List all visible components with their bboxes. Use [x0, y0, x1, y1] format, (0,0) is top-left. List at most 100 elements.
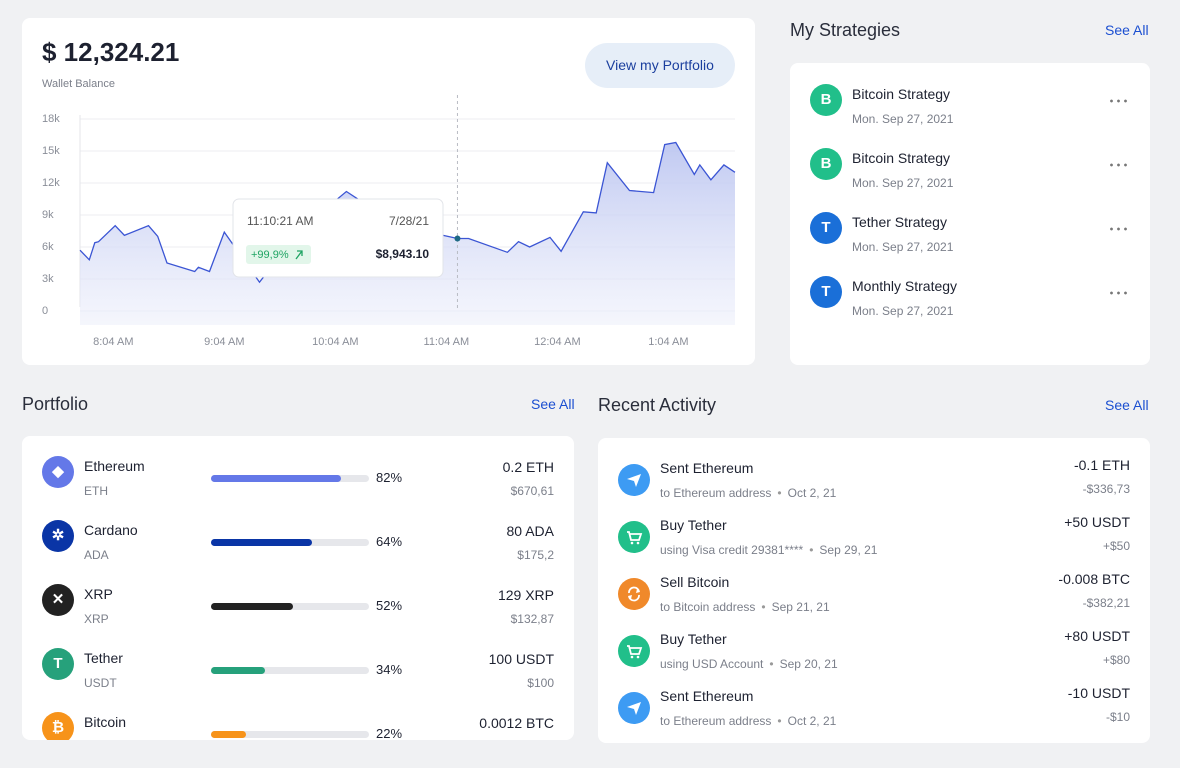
activity-fiat: -$10 — [1105, 710, 1130, 724]
y-tick-label: 15k — [42, 145, 60, 157]
activity-title: Buy Tether — [660, 631, 727, 647]
coin-icon: ✕ — [42, 584, 74, 616]
more-menu[interactable] — [1108, 290, 1128, 296]
activity-fiat: +$50 — [1102, 539, 1130, 553]
see-all-link[interactable]: See All — [531, 396, 575, 412]
coin-symbol: ETH — [84, 484, 108, 498]
view-portfolio-button[interactable]: View my Portfolio — [585, 43, 735, 88]
line — [79, 141, 736, 284]
x-tick-label: 12:04 AM — [534, 336, 580, 348]
activity-icon — [618, 464, 650, 496]
activity-detail: to Ethereum addressOct 2, 21 — [660, 712, 836, 730]
arrow-icon — [295, 250, 303, 260]
strategy-name: Tether Strategy — [852, 214, 947, 230]
highlight-point — [454, 235, 461, 242]
activity-date: Sep 29, 21 — [803, 543, 877, 557]
coin-amount: 80 ADA — [506, 523, 554, 539]
activity-amount: -0.1 ETH — [1073, 457, 1130, 473]
y-tick-label: 9k — [42, 209, 54, 221]
coin-fiat: $175,2 — [517, 548, 554, 562]
percent-label: 82% — [376, 470, 403, 485]
coin-amount: 100 USDT — [488, 651, 554, 667]
activity-icon — [618, 635, 650, 667]
more-menu[interactable] — [1108, 162, 1128, 168]
coin-name: Tether — [84, 650, 123, 666]
activity-title: Buy Tether — [660, 517, 727, 533]
strategy-icon: T — [810, 276, 842, 308]
percent-label: 52% — [376, 598, 403, 613]
progress-bar — [211, 539, 313, 546]
activity-amount: -10 USDT — [1067, 685, 1130, 701]
activity-fiat: -$336,73 — [1082, 482, 1130, 496]
activity-amount: +50 USDT — [1064, 514, 1130, 530]
coin-symbol: XRP — [84, 612, 109, 626]
x-tick-label: 1:04 AM — [648, 336, 688, 348]
coin-icon: ✲ — [42, 520, 74, 552]
activity-title: Sent Ethereum — [660, 688, 754, 704]
section-title: Recent Activity — [598, 395, 717, 415]
see-all-link[interactable]: See All — [1105, 22, 1149, 38]
progress-bar — [211, 667, 265, 674]
change-badge — [246, 245, 311, 264]
tooltip-box — [232, 198, 444, 278]
coin-name: Bitcoin — [84, 714, 127, 730]
strategy-name: Bitcoin Strategy — [852, 86, 951, 102]
activity-detail: to Ethereum addressOct 2, 21 — [660, 484, 836, 502]
strategy-date: Mon. Sep 27, 2021 — [852, 112, 954, 126]
more-menu[interactable] — [1108, 98, 1128, 104]
activity-amount: +80 USDT — [1064, 628, 1130, 644]
activity-date: Oct 2, 21 — [771, 714, 836, 728]
see-all-link[interactable]: See All — [1105, 397, 1149, 413]
wallet-balance: $ 12,324.21 — [42, 37, 180, 67]
strategies-card: B Bitcoin Strategy Mon. Sep 27, 2021 B Bitco… — [790, 63, 1150, 365]
activity-date: Oct 2, 21 — [771, 486, 836, 500]
coin-amount: 0.2 ETH — [502, 459, 554, 475]
activity-date: Sep 21, 21 — [755, 600, 829, 614]
tooltip-date: 7/28/21 — [389, 214, 429, 228]
strategy-icon: B — [810, 148, 842, 180]
activity-detail: using USD AccountSep 20, 21 — [660, 655, 838, 673]
tooltip-amount: $8,943.10 — [376, 247, 430, 261]
activity-icon — [618, 692, 650, 724]
activity-detail: using Visa credit 29381****Sep 29, 21 — [660, 541, 877, 559]
activity-amount: -0.008 BTC — [1058, 571, 1130, 587]
activity-detail-text: to Bitcoin address — [660, 600, 756, 614]
coin-amount: 0.0012 BTC — [479, 715, 554, 731]
coin-icon: ₿ — [42, 712, 74, 740]
strategy-date: Mon. Sep 27, 2021 — [852, 304, 954, 318]
activity-detail-text: to Ethereum address — [660, 486, 772, 500]
percent-label: 22% — [376, 726, 403, 740]
coin-icon: ◆ — [42, 456, 74, 488]
coin-fiat: $670,61 — [510, 484, 554, 498]
progress-track — [211, 667, 369, 674]
percent-label: 34% — [376, 662, 403, 677]
coin-symbol: ADA — [84, 548, 109, 562]
activity-icon — [618, 578, 650, 610]
tooltip: 11:10:21 AM 7/28/21 +99,9% $8,943.10 — [232, 198, 444, 278]
activity-detail-text: using Visa credit 29381**** — [660, 543, 804, 557]
activity-date: Sep 20, 21 — [763, 657, 837, 671]
activity-title: Sent Ethereum — [660, 460, 754, 476]
activity-fiat: +$80 — [1102, 653, 1130, 667]
strategy-name: Monthly Strategy — [852, 278, 958, 294]
activity-title: Sell Bitcoin — [660, 574, 730, 590]
activity-fiat: -$382,21 — [1082, 596, 1130, 610]
x-tick-label: 10:04 AM — [312, 336, 358, 348]
section-title: My Strategies — [790, 20, 901, 40]
coin-name: Ethereum — [84, 458, 145, 474]
progress-bar — [211, 731, 246, 738]
coin-name: Cardano — [84, 522, 138, 538]
strategy-icon: T — [810, 212, 842, 244]
y-tick-label: 12k — [42, 177, 60, 189]
strategy-date: Mon. Sep 27, 2021 — [852, 240, 954, 254]
coin-fiat: $132,87 — [510, 612, 554, 626]
tooltip-time: 11:10:21 AM — [247, 214, 314, 228]
strategy-name: Bitcoin Strategy — [852, 150, 951, 166]
activity-icon — [618, 521, 650, 553]
x-tick-label: 9:04 AM — [204, 336, 244, 348]
more-menu[interactable] — [1108, 226, 1128, 232]
progress-track — [211, 731, 369, 738]
y-tick-label: 6k — [42, 241, 54, 253]
